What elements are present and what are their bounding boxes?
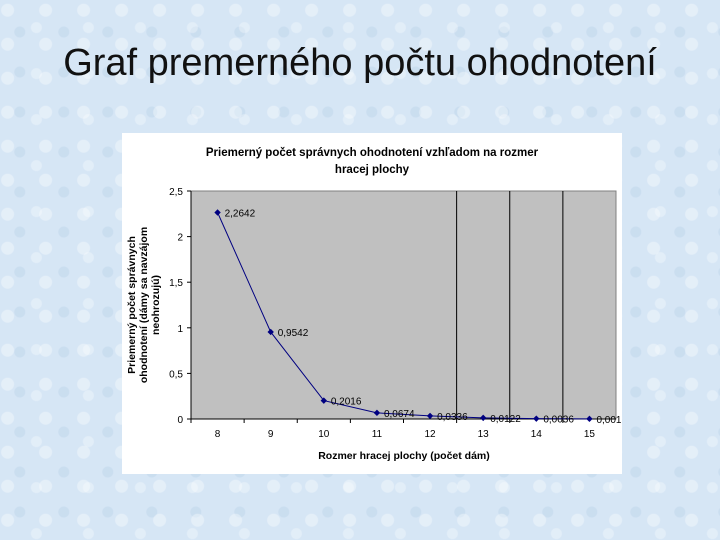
data-label: 2,2642 [225,209,256,220]
series-line [217,212,590,420]
chart-title-line-2: hracej plochy [335,164,410,176]
data-point-marker [373,409,381,417]
slide-title: Graf premerného počtu ohodnotení [63,42,657,84]
y-tick-label: 1,5 [169,278,183,289]
data-label: 0,2016 [331,397,362,408]
x-tick-label: 13 [478,429,490,440]
y-tick-label: 0 [177,415,183,426]
x-tick-label: 15 [584,429,596,440]
y-axis-label: Priemerný počet správnych ohodnotení (dá… [126,227,162,383]
data-label: 0,0674 [384,409,415,420]
data-point-marker [214,209,221,216]
data-point-marker [479,414,487,422]
data-label: 0,9542 [278,328,309,339]
data-label: 0,0122 [490,414,521,425]
data-point-marker [586,415,593,423]
x-tick-label: 11 [372,429,383,440]
data-label: 0,0016 [596,415,622,426]
data-point-marker [320,397,328,404]
x-tick-label: 12 [425,429,437,440]
y-tick-label: 1 [177,324,183,335]
data-point-marker [426,412,434,420]
x-tick-label: 8 [215,429,221,440]
data-point-marker [533,415,540,422]
x-tick-label: 10 [318,429,330,440]
line-chart: Priemerný počet správnych ohodnotení vzh… [126,147,627,462]
data-label: 0,0036 [543,415,574,426]
y-tick-label: 0,5 [169,369,183,380]
x-tick-label: 9 [268,429,274,440]
chart-container: Priemerný počet správnych ohodnotení vzh… [122,133,627,474]
y-axis-label-line-1: Priemerný počet správnych [126,236,138,374]
chart-title-line-1: Priemerný počet správnych ohodnotení vzh… [206,147,539,159]
y-axis-label-line-3: neohrozujú) [150,275,162,335]
x-tick-label: 14 [531,429,543,440]
y-axis-label-line-2: ohodnotení (dámy sa navzájom [138,227,150,383]
data-label: 0,0336 [437,412,468,423]
x-axis-label: Rozmer hracej plochy (počet dám) [318,450,490,462]
plot-area [190,190,617,420]
y-tick-label: 2,5 [169,187,183,198]
y-tick-label: 2 [177,233,183,244]
